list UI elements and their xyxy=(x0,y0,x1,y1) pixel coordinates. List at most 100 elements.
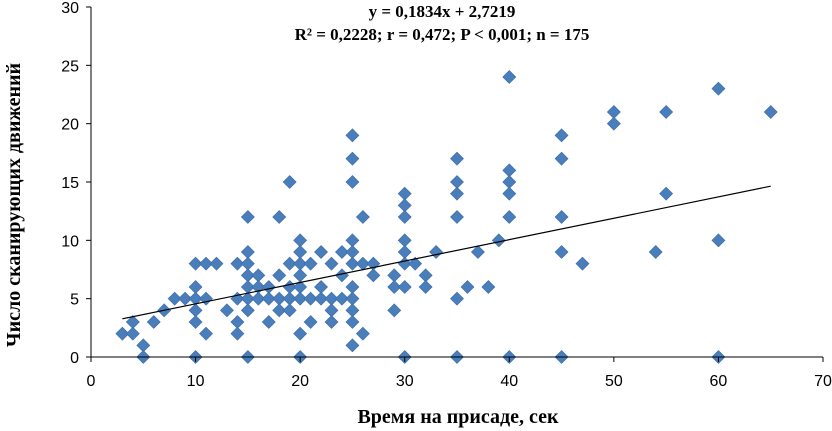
data-point xyxy=(345,233,360,248)
data-point xyxy=(261,280,276,294)
y-tick-label: 15 xyxy=(61,175,79,192)
data-point xyxy=(345,151,360,166)
x-axis-ticks: 0 10 20 30 40 50 60 70 xyxy=(87,357,832,390)
data-point xyxy=(345,280,360,294)
data-point xyxy=(272,268,287,283)
data-point xyxy=(659,186,674,201)
data-point xyxy=(502,175,517,189)
data-point xyxy=(199,326,213,341)
data-point xyxy=(335,245,349,259)
data-point xyxy=(397,186,412,201)
data-point xyxy=(251,291,266,306)
data-point xyxy=(314,245,328,259)
data-point xyxy=(763,105,778,119)
data-point xyxy=(397,280,412,294)
data-point xyxy=(711,233,726,248)
data-point xyxy=(188,303,203,318)
x-tick-label: 50 xyxy=(605,373,623,390)
data-point xyxy=(450,291,464,306)
data-point xyxy=(136,338,151,353)
data-point xyxy=(146,315,161,329)
data-point xyxy=(240,245,255,259)
x-tick-label: 10 xyxy=(187,373,205,390)
data-point xyxy=(167,291,182,306)
data-point xyxy=(282,256,297,271)
data-point xyxy=(659,105,674,119)
y-tick-label: 10 xyxy=(61,233,79,250)
data-point xyxy=(303,256,318,271)
data-point xyxy=(460,280,475,294)
y-tick-label: 30 xyxy=(61,0,79,17)
data-point xyxy=(188,256,203,271)
scatter-points-layer xyxy=(115,70,778,364)
data-point xyxy=(397,198,412,213)
data-point xyxy=(115,326,130,341)
data-point xyxy=(251,268,266,283)
data-point xyxy=(303,315,318,329)
data-point xyxy=(345,256,360,271)
data-point xyxy=(418,280,433,294)
y-axis-title: Число сканирующих движений xyxy=(3,63,25,347)
data-point xyxy=(178,291,193,306)
x-tick-label: 40 xyxy=(500,373,518,390)
data-point xyxy=(450,186,464,201)
y-tick-label: 25 xyxy=(61,58,79,75)
x-tick-label: 20 xyxy=(291,373,309,390)
data-point xyxy=(272,303,287,318)
data-point xyxy=(261,291,276,306)
data-point xyxy=(575,256,590,271)
data-point xyxy=(387,303,402,318)
data-point xyxy=(335,291,349,306)
data-point xyxy=(418,268,433,283)
data-point xyxy=(554,245,569,259)
data-point xyxy=(502,186,517,201)
y-axis-ticks: 0 5 10 15 20 25 30 xyxy=(61,0,91,367)
data-point xyxy=(282,175,297,189)
data-point xyxy=(554,151,569,166)
data-point xyxy=(606,116,621,131)
data-point xyxy=(220,303,234,318)
data-point xyxy=(408,256,423,271)
data-point xyxy=(397,245,412,259)
data-point xyxy=(648,245,663,259)
y-tick-label: 5 xyxy=(70,292,79,309)
data-point xyxy=(240,256,255,271)
data-point xyxy=(230,256,245,271)
x-tick-label: 30 xyxy=(396,373,414,390)
data-point xyxy=(303,291,318,306)
data-point xyxy=(324,315,339,329)
data-point xyxy=(345,303,360,318)
data-point xyxy=(491,233,506,248)
data-point xyxy=(502,210,517,224)
data-point xyxy=(188,280,203,294)
data-point xyxy=(240,210,255,224)
x-tick-label: 70 xyxy=(814,373,832,390)
data-point xyxy=(502,70,517,84)
data-point xyxy=(293,326,308,341)
data-point xyxy=(366,268,381,283)
data-point xyxy=(345,245,360,259)
data-point xyxy=(293,233,308,248)
data-point xyxy=(345,291,360,306)
data-point xyxy=(355,326,370,341)
y-tick-label: 0 xyxy=(70,350,79,367)
regression-equation: y = 0,1834x + 2,7219 xyxy=(369,2,516,21)
data-point xyxy=(125,326,140,341)
data-point xyxy=(345,128,360,143)
regression-statistics: R² = 0,2228; r = 0,472; P < 0,001; n = 1… xyxy=(295,25,590,44)
data-point xyxy=(261,315,276,329)
data-point xyxy=(397,210,412,224)
data-point xyxy=(397,233,412,248)
data-point xyxy=(387,268,402,283)
y-tick-label: 20 xyxy=(61,117,79,134)
data-point xyxy=(711,81,726,96)
x-axis-title: Время на присаде, сек xyxy=(357,406,559,428)
data-point xyxy=(324,256,339,271)
data-point xyxy=(345,175,360,189)
x-tick-label: 0 xyxy=(87,373,96,390)
data-point xyxy=(240,303,255,318)
data-point xyxy=(481,280,496,294)
data-point xyxy=(293,268,308,283)
data-point xyxy=(293,245,308,259)
